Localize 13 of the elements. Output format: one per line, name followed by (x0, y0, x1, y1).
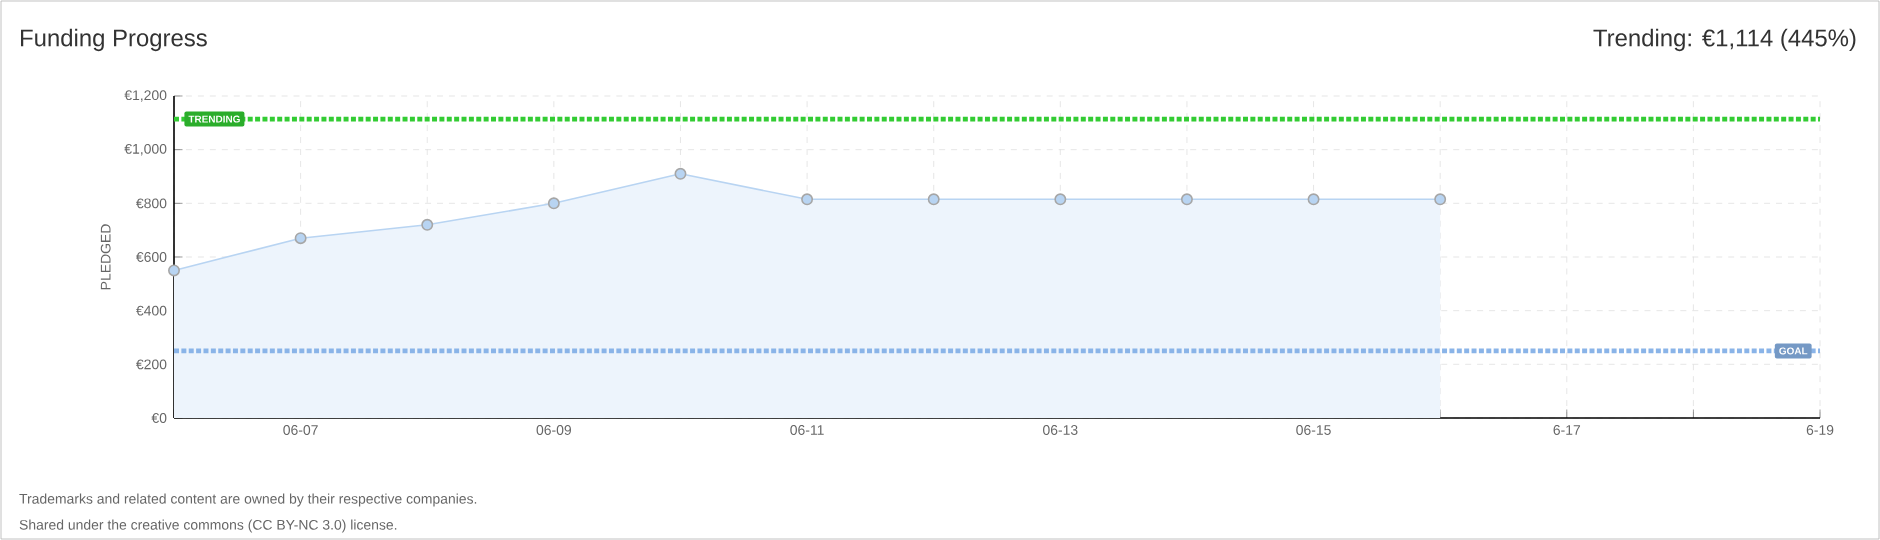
text: Trending: €1,114 (445%) (1593, 28, 1856, 52)
point (1434, 193, 1447, 206)
point (294, 232, 307, 245)
chart-title: Funding Progress (21, 28, 207, 52)
point (1307, 193, 1320, 206)
point (547, 197, 560, 210)
point (801, 193, 814, 206)
point (421, 218, 434, 231)
point (1180, 193, 1193, 206)
point (927, 193, 940, 206)
point (1054, 193, 1067, 206)
point (168, 264, 180, 277)
point (674, 167, 687, 180)
